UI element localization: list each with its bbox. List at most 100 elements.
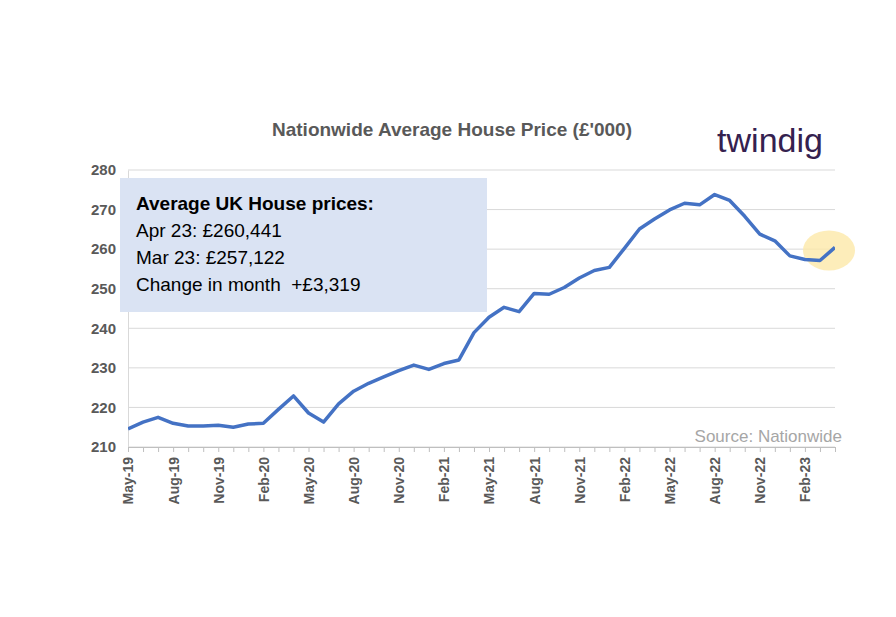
x-tick-mark [384, 447, 385, 452]
x-tick-mark [474, 447, 475, 452]
x-tick: May-19 [120, 447, 136, 504]
y-tick-label: 220 [91, 399, 116, 416]
x-tick [459, 447, 460, 452]
x-tick-mark [639, 447, 640, 452]
x-tick-label: Aug-22 [707, 457, 723, 505]
x-tick [384, 447, 385, 452]
y-tick-label: 270 [91, 201, 116, 218]
x-tick-mark [414, 447, 415, 452]
x-tick-label: May-19 [120, 457, 136, 505]
x-tick [203, 447, 204, 452]
x-tick-mark [715, 447, 716, 452]
x-tick: May-20 [301, 447, 317, 504]
x-tick-mark [670, 447, 671, 452]
x-tick [790, 447, 791, 452]
y-tick: 210 [91, 438, 128, 455]
x-tick-mark [203, 447, 204, 452]
x-tick [339, 447, 340, 452]
x-tick [700, 447, 701, 452]
x-tick-label: May-22 [662, 457, 678, 505]
x-tick-mark [218, 447, 219, 452]
grid-line [128, 328, 835, 329]
x-tick [519, 447, 520, 452]
x-tick [414, 447, 415, 452]
x-tick [820, 447, 821, 452]
x-tick [474, 447, 475, 452]
x-tick-mark [324, 447, 325, 452]
x-tick [685, 447, 686, 452]
x-tick: Feb-20 [256, 447, 272, 502]
x-tick [158, 447, 159, 452]
grid-line [128, 407, 835, 408]
x-axis: May-19 Aug-19 Nov-19 Feb-20 May-20 Aug-20 Nov-… [120, 447, 835, 504]
x-tick: Nov-20 [391, 447, 407, 504]
x-tick: Aug-20 [346, 447, 362, 504]
annotation-line: Mar 23: £257,122 [136, 247, 285, 268]
x-tick-mark [489, 447, 490, 452]
x-tick-mark [685, 447, 686, 452]
x-tick-label: Nov-19 [211, 457, 227, 504]
grid-line [128, 367, 835, 368]
x-tick-mark [790, 447, 791, 452]
x-tick [233, 447, 234, 452]
x-tick: Nov-21 [572, 447, 588, 504]
x-tick-mark [504, 447, 505, 452]
x-tick-label: Feb-21 [436, 457, 452, 502]
x-tick-mark [549, 447, 550, 452]
x-tick [188, 447, 189, 452]
grid-line [128, 170, 835, 171]
x-tick-label: Feb-20 [256, 457, 272, 502]
x-tick [594, 447, 595, 452]
x-tick [835, 447, 836, 452]
x-tick [564, 447, 565, 452]
x-tick: May-22 [662, 447, 678, 504]
x-tick [549, 447, 550, 452]
x-tick-label: Feb-22 [617, 457, 633, 502]
x-tick-label: Feb-23 [797, 457, 813, 502]
y-tick-label: 250 [91, 280, 116, 297]
x-tick [609, 447, 610, 452]
x-tick [429, 447, 430, 452]
x-tick: Nov-22 [752, 447, 768, 504]
x-tick-mark [158, 447, 159, 452]
x-tick [248, 447, 249, 452]
y-tick: 220 [91, 399, 128, 416]
x-tick-mark [564, 447, 565, 452]
y-tick: 240 [91, 320, 128, 337]
x-tick-mark [429, 447, 430, 452]
x-tick [369, 447, 370, 452]
x-tick-mark [730, 447, 731, 452]
x-tick-mark [399, 447, 400, 452]
annotation-line: Apr 23: £260,441 [136, 220, 282, 241]
x-tick-mark [760, 447, 761, 452]
x-tick-mark [534, 447, 535, 452]
x-tick: Nov-19 [211, 447, 227, 504]
x-tick-label: Nov-20 [391, 457, 407, 504]
x-tick-label: Aug-20 [346, 457, 362, 505]
x-tick-mark [128, 447, 129, 452]
x-tick-mark [609, 447, 610, 452]
x-tick-mark [263, 447, 264, 452]
x-tick [293, 447, 294, 452]
x-tick-mark [519, 447, 520, 452]
x-tick: Aug-19 [166, 447, 182, 504]
x-tick: May-21 [481, 447, 497, 504]
x-tick-mark [624, 447, 625, 452]
x-tick-mark [339, 447, 340, 452]
y-tick-label: 240 [91, 320, 116, 337]
x-tick [654, 447, 655, 452]
x-tick-mark [444, 447, 445, 452]
y-tick: 230 [91, 359, 128, 376]
x-tick-mark [173, 447, 174, 452]
x-tick-label: Nov-22 [752, 457, 768, 504]
title: Nationwide Average House Price (£'000) [272, 119, 632, 140]
y-tick: 280 [91, 161, 128, 178]
x-tick [639, 447, 640, 452]
x-tick-mark [354, 447, 355, 452]
y-tick-label: 280 [91, 161, 116, 178]
annotation-line: Average UK House prices: [136, 193, 374, 214]
x-tick-mark [594, 447, 595, 452]
x-tick [775, 447, 776, 452]
x-tick: Feb-23 [797, 447, 813, 502]
y-tick-label: 230 [91, 359, 116, 376]
